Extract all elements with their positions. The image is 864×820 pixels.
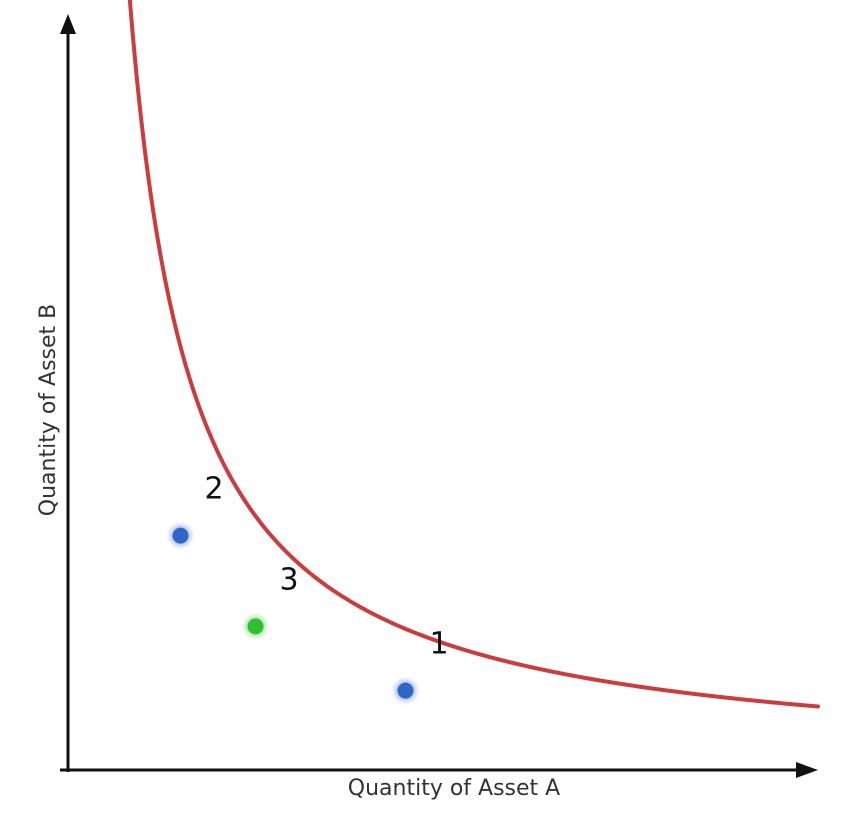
x-axis-arrowhead [796,762,818,778]
series-layer [127,0,820,709]
point-2 [172,527,189,544]
x-axis-label: Quantity of Asset A [348,776,560,801]
point-label-3: 3 [280,562,299,597]
point-3 [247,618,264,635]
point-1 [397,682,414,699]
points-layer: 2 3 1 [169,472,449,702]
y-axis-label: Quantity of Asset B [36,304,61,516]
point-label-1: 1 [430,627,449,662]
y-axis-arrowhead [60,14,76,34]
point-label-2: 2 [205,472,224,507]
series-line-0 [127,0,820,709]
